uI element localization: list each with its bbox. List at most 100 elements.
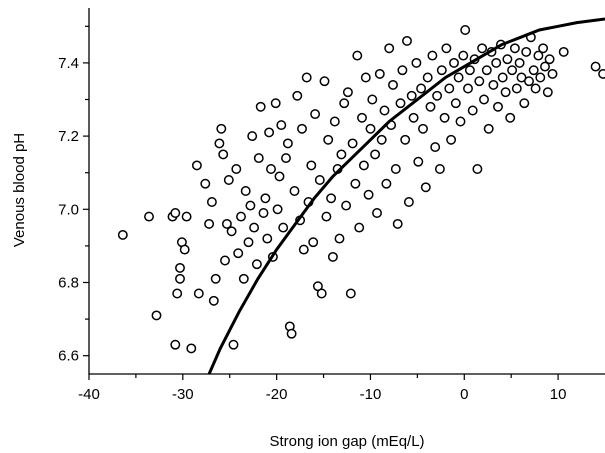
data-point [255, 101, 266, 112]
data-point [175, 273, 185, 284]
data-point [170, 208, 181, 218]
data-point [281, 153, 291, 164]
data-point [360, 72, 371, 83]
data-point [249, 222, 260, 233]
x-axis-label: Strong ion gap (mEq/L) [269, 433, 424, 450]
data-point [208, 295, 219, 306]
data-point [247, 131, 258, 142]
data-point [547, 68, 558, 79]
x-tick-label: -20 [266, 386, 288, 403]
data-point [441, 43, 452, 54]
data-point [453, 72, 464, 83]
data-point [479, 94, 489, 105]
data-point [521, 46, 532, 57]
y-tick-label: 6.8 [58, 275, 79, 292]
data-point [455, 116, 466, 127]
data-point [411, 57, 422, 68]
data-point [505, 112, 516, 123]
x-tick-label: 10 [550, 386, 567, 403]
data-point [221, 218, 232, 229]
fit-curve [207, 17, 605, 374]
data-point [502, 54, 513, 65]
data-point [477, 43, 488, 54]
data-point [245, 200, 256, 211]
data-point [432, 90, 443, 101]
data-point [540, 61, 550, 72]
data-point [170, 339, 181, 350]
data-point [339, 98, 350, 109]
data-point [301, 72, 312, 83]
data-point [365, 123, 376, 134]
data-point [270, 98, 281, 109]
data-point [493, 101, 503, 112]
data-point [172, 288, 183, 299]
data-point [181, 211, 192, 222]
plot-frame-axes [88, 8, 605, 375]
data-point [204, 218, 215, 229]
data-point [336, 149, 347, 160]
data-point [175, 262, 185, 273]
data-point [533, 50, 544, 61]
data-point [218, 149, 229, 160]
data-point [516, 72, 527, 83]
x-tick-label: -40 [78, 386, 100, 403]
x-tick-label: 0 [460, 386, 468, 403]
data-point [186, 343, 197, 354]
data-point [276, 120, 287, 131]
data-point [226, 226, 237, 237]
data-point [444, 83, 455, 94]
data-point [408, 112, 419, 123]
data-point [519, 98, 530, 109]
data-point [327, 251, 338, 262]
data-point [258, 208, 269, 218]
data-point [460, 25, 471, 35]
data-point [278, 222, 289, 233]
data-point [306, 160, 317, 171]
data-point [231, 164, 242, 174]
data-point [206, 197, 217, 207]
data-point [430, 142, 441, 153]
data-point [446, 134, 457, 145]
data-point [334, 233, 345, 244]
data-point [463, 83, 473, 94]
data-point [388, 79, 398, 90]
data-point [474, 76, 485, 87]
x-axis-ticks: -40 -30 -20 -10 0 10 [78, 374, 566, 403]
data-point [314, 175, 325, 185]
data-point [420, 182, 431, 193]
data-point [357, 112, 367, 123]
data-point [434, 164, 445, 174]
data-point [400, 134, 411, 145]
data-point [497, 72, 508, 83]
data-point [450, 98, 461, 109]
data-point [210, 273, 221, 284]
data-point [323, 134, 334, 145]
data-point [117, 229, 128, 240]
data-point [464, 65, 475, 76]
data-point [191, 160, 202, 171]
data-point [467, 105, 478, 116]
data-point [367, 94, 378, 105]
y-tick-label: 7.0 [58, 201, 79, 218]
data-point [228, 339, 239, 350]
data-point [449, 57, 459, 68]
data-point [350, 178, 361, 189]
data-point [238, 273, 249, 284]
data-point [416, 83, 427, 94]
data-point [397, 65, 408, 76]
data-point [266, 164, 276, 174]
data-point [418, 123, 428, 134]
data-point [370, 149, 381, 160]
data-point [179, 244, 190, 255]
data-point [458, 50, 469, 61]
data-point [342, 87, 353, 98]
data-point [436, 65, 447, 76]
data-point [390, 164, 401, 174]
data-point [329, 116, 340, 127]
data-point [500, 87, 511, 98]
data-point [384, 43, 395, 54]
data-point [381, 178, 392, 189]
data-point [352, 50, 363, 61]
y-axis-ticks: 6.6 6.8 7.0 7.2 7.4 [58, 25, 89, 365]
y-tick-label: 7.4 [58, 55, 79, 72]
